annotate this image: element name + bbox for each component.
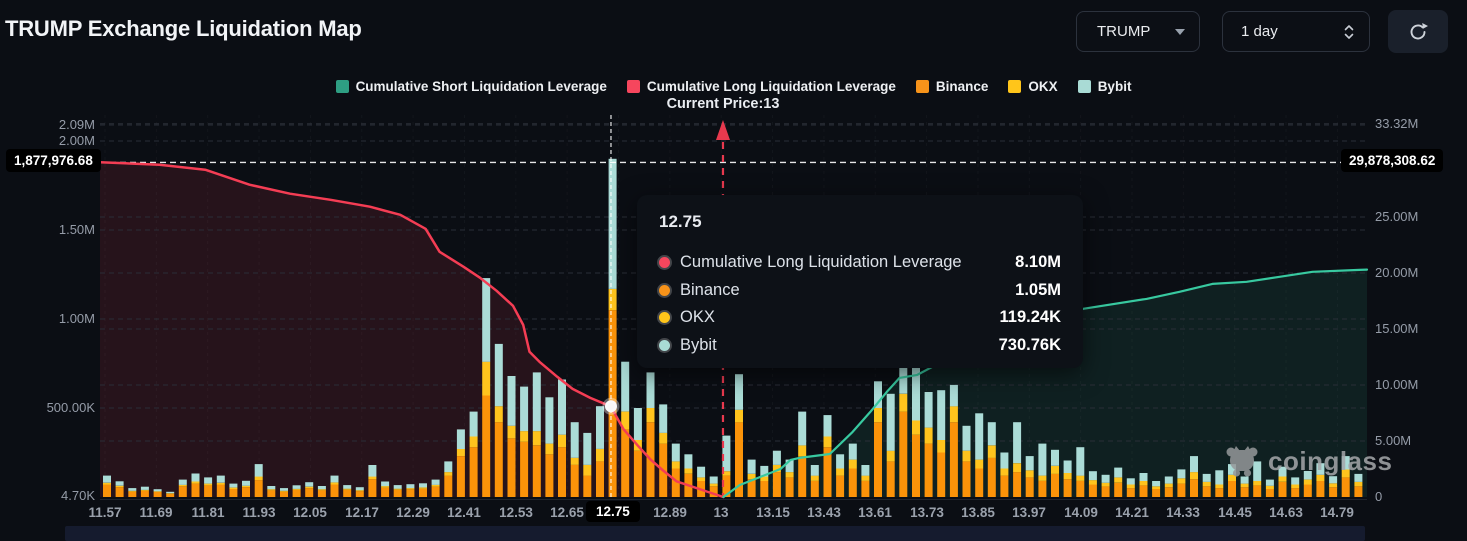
right-axis-tick: 0 [1375,489,1383,504]
right-axis-tick: 20.00M [1375,265,1419,280]
right-axis-tick: 10.00M [1375,377,1419,392]
interval-select-value: 1 day [1241,23,1278,40]
x-axis-tick: 11.81 [191,505,225,520]
legend-item[interactable]: Bybit [1077,79,1132,94]
right-axis-tick: 5.00M [1375,433,1412,448]
current-price-label: Current Price:13 [666,96,780,112]
short-max-badge: 29,878,308.62 [1341,149,1444,172]
tooltip-row-value: 1.05M [1015,280,1061,299]
chart-scrollbar[interactable] [65,526,1365,541]
series-dot-icon [659,339,670,351]
tooltip-price: 12.75 [659,212,702,231]
refresh-button[interactable] [1388,10,1448,53]
x-axis-tick: 13.43 [807,505,841,520]
coinglass-watermark: coinglass [1224,444,1392,478]
coin-select-value: TRUMP [1097,23,1151,40]
refresh-icon [1410,22,1428,39]
legend-swatch [1077,80,1091,93]
tooltip-row-value: 8.10M [1015,253,1061,272]
tooltip-row: Cumulative Long Liquidation Leverage 8.1… [659,249,1061,277]
page-title: TRUMP Exchange Liquidation Map [5,16,362,41]
x-axis-tick: 11.69 [139,505,173,520]
x-axis-tick: 12.89 [653,505,687,520]
legend-item[interactable]: Binance [915,79,989,94]
legend-swatch [335,80,349,93]
tooltip-row-label: OKX [680,308,715,327]
left-axis-tick: 4.70K [61,488,95,503]
x-axis-tick: 13.15 [756,505,790,520]
legend-item[interactable]: Cumulative Short Liquidation Leverage [335,79,607,94]
legend-swatch [626,80,640,93]
chevron-down-icon [1175,28,1185,35]
x-axis-tick: 14.09 [1064,505,1098,520]
legend-label: OKX [1028,79,1058,94]
x-axis-tick: 13 [713,505,729,520]
left-axis-tick: 2.00M [58,133,95,148]
left-axis-tick: 2.09M [58,117,95,132]
x-axis-tick: 13.85 [961,505,995,520]
legend-label: Cumulative Long Liquidation Leverage [646,79,896,94]
legend-item[interactable]: Cumulative Long Liquidation Leverage [626,79,896,94]
spinner-chevrons-icon [1344,24,1354,39]
coin-select[interactable]: TRUMP [1076,11,1200,52]
legend-label: Cumulative Short Liquidation Leverage [355,79,607,94]
x-axis-tick: 12.41 [447,505,481,520]
x-axis-tick: 13.97 [1012,505,1046,520]
long-max-badge: 1,877,976.68 [6,149,101,172]
tooltip-rows: Cumulative Long Liquidation Leverage 8.1… [659,249,1061,359]
x-axis-tick: 14.33 [1166,505,1200,520]
chart-tooltip: 12.75 Cumulative Long Liquidation Levera… [637,195,1083,368]
x-axis-tick: 13.73 [910,505,944,520]
x-axis-tick: 12.53 [499,505,533,520]
legend-label: Bybit [1097,79,1132,94]
left-axis-tick: 500.00K [46,400,95,415]
right-axis-tick: 33.32M [1375,116,1419,131]
x-axis-tick: 11.93 [242,505,276,520]
series-dot-icon [659,284,670,296]
x-axis-tick: 12.29 [396,505,430,520]
legend-item[interactable]: OKX [1008,79,1058,94]
x-axis-tick: 14.45 [1218,505,1252,520]
x-axis-tick: 13.61 [858,505,892,520]
legend-label: Binance [935,79,989,94]
tooltip-row: Binance 1.05M [659,277,1061,305]
x-axis-tick: 14.79 [1320,505,1354,520]
legend-swatch [1008,80,1022,93]
tooltip-row-label: Cumulative Long Liquidation Leverage [680,253,962,272]
interval-select[interactable]: 1 day [1222,11,1370,52]
series-dot-icon [659,312,670,324]
chart-legend: Cumulative Short Liquidation Leverage Cu… [0,79,1467,94]
left-axis-tick: 1.00M [58,311,95,326]
x-axis-tick: 12.05 [293,505,327,520]
right-axis-tick: 25.00M [1375,209,1419,224]
x-axis-tick: 12.65 [550,505,584,520]
tooltip-row-value: 730.76K [998,335,1061,354]
tooltip-row-label: Bybit [680,335,717,354]
left-axis-tick: 1.50M [58,222,95,237]
x-axis-tick: 14.63 [1269,505,1303,520]
coinglass-watermark-text: coinglass [1268,445,1393,476]
right-axis-tick: 15.00M [1375,321,1419,336]
x-axis-tick: 12.17 [345,505,379,520]
x-axis-tick: 14.21 [1115,505,1149,520]
tooltip-row-label: Binance [680,280,740,299]
series-dot-icon [659,257,670,269]
x-axis-highlighted-tick: 12.75 [586,501,640,522]
tooltip-row-value: 119.24K [999,308,1061,327]
tooltip-row: Bybit 730.76K [659,332,1061,360]
legend-swatch [915,80,929,93]
tooltip-row: OKX 119.24K [659,304,1061,332]
x-axis-tick: 11.57 [88,505,122,520]
coinglass-bear-icon [1226,446,1258,477]
